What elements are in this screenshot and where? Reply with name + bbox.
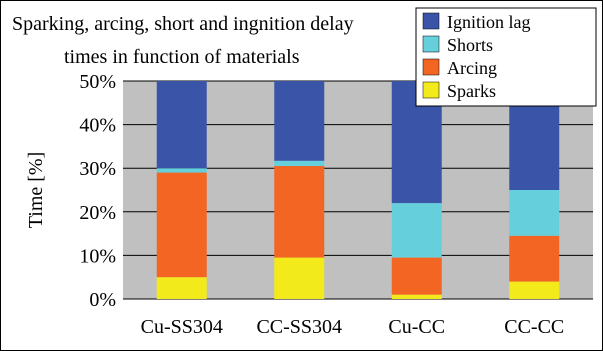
legend-swatch-arcing [422,58,440,76]
bar-cu-cc-shorts [391,203,442,258]
legend-swatch-sparks [422,81,440,99]
chart-title-line-2: times in function of materials [64,46,300,68]
y-tick-label-5: 50% [79,71,116,93]
bar-cc-cc-shorts [509,190,560,236]
y-tick-label-4: 40% [79,115,116,137]
y-axis-ticks: 0% 10% 20% 30% 40% 50% [79,71,116,311]
legend: Ignition lag Shorts Arcing Sparks [415,7,597,107]
bars [156,81,560,299]
x-axis-ticks: Cu-SS304 CC-SS304 Cu-CC CC-CC [141,316,565,338]
legend-box [415,7,597,107]
y-tick-label-3: 30% [79,158,116,180]
legend-swatch-shorts [422,35,440,53]
x-tick-label-0: Cu-SS304 [141,316,223,338]
bar-cc-ss304-ignition-lag [274,81,325,161]
legend-label-arcing: Arcing [447,58,497,78]
bar-cc-ss304-shorts [274,160,325,167]
x-tick-label-1: CC-SS304 [256,316,342,338]
y-tick-label-0: 0% [89,289,116,311]
legend-label-sparks: Sparks [447,81,496,101]
x-tick-label-2: Cu-CC [388,316,445,338]
chart-title-line-1: Sparking, arcing, short and ingnition de… [12,13,354,35]
bar-cu-ss304-ignition-lag [156,81,207,169]
legend-label-shorts: Shorts [447,35,493,55]
y-tick-label-2: 20% [79,202,116,224]
bar-cu-cc-sparks [391,294,442,299]
bar-cc-cc-arcing [509,235,560,282]
legend-label-ignition-lag: Ignition lag [447,12,531,32]
bar-cu-ss304-shorts [156,168,207,173]
bar-cc-ss304-arcing [274,166,325,258]
y-axis-label: Time [%] [25,152,47,228]
y-tick-label-1: 10% [79,245,116,267]
bar-cu-ss304-arcing [156,172,207,278]
bar-cc-cc-sparks [509,281,560,299]
bar-cu-ss304-sparks [156,277,207,299]
x-tick-label-3: CC-CC [504,316,564,338]
bar-cu-cc-arcing [391,257,442,295]
bar-cc-ss304-sparks [274,257,325,299]
legend-swatch-ignition-lag [422,12,440,30]
